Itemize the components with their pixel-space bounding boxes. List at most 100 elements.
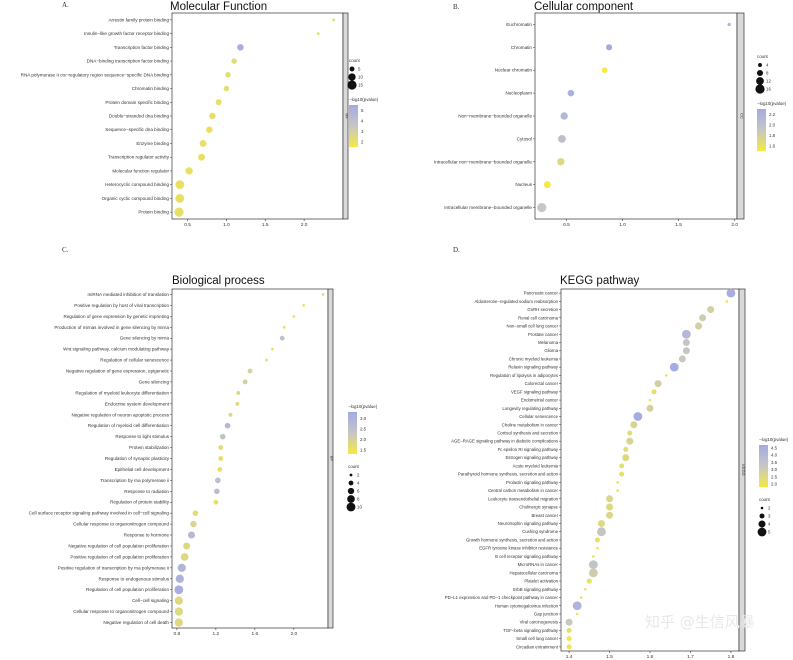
category-label: Intracellular non−membrane−bounded organ… [434, 159, 533, 164]
data-point [619, 471, 625, 477]
legend-color-label: 2.2 [769, 112, 776, 117]
category-label: Renal cell carcinoma [518, 315, 558, 320]
data-point [566, 636, 572, 642]
facet-strip-label: MF [345, 113, 350, 119]
category-label: Negative regulation of cell death [103, 620, 169, 625]
panel-title: Cellular component [534, 1, 634, 13]
legend-count-label: 5 [358, 67, 361, 72]
data-point [537, 202, 547, 213]
category-label: RNA polymerase II cis−regulatory region … [21, 72, 170, 77]
category-label: Cellular response to organonitrogen comp… [73, 609, 169, 614]
data-point [597, 527, 606, 537]
x-tick-label: 1.5 [262, 222, 269, 228]
data-point [560, 112, 568, 120]
data-point [175, 180, 185, 190]
category-label: Transcription factor binding [114, 45, 170, 50]
category-label: Hepatocellular carcinoma [510, 570, 559, 575]
category-label: Molecular function regulator [112, 168, 169, 173]
data-point [601, 67, 608, 74]
category-label: Response to light stimulus [115, 434, 169, 439]
data-point [622, 454, 630, 462]
category-label: Cell−cell signaling [132, 598, 169, 603]
category-label: Nuclear chromatin [495, 68, 533, 73]
data-point [265, 358, 268, 362]
data-point [316, 32, 320, 35]
category-label: Glioma [544, 348, 558, 353]
category-label: Viral carcinogenesis [520, 620, 558, 625]
legend-color-label: 3 [361, 129, 364, 134]
legend-count-dot [346, 502, 356, 512]
panel-title: KEGG pathway [560, 275, 640, 287]
x-tick-label: 1.8 [728, 654, 735, 660]
x-tick-label: 1.6 [647, 654, 654, 660]
plot-frame [560, 288, 740, 652]
data-point [633, 412, 643, 421]
data-point [699, 314, 707, 322]
category-label: Regulation of protein stability [110, 500, 170, 505]
category-label: Non−small cell lung cancer [507, 324, 559, 329]
category-label: Endometrial cancer [521, 398, 559, 403]
legend-color-label: 2.5 [360, 426, 367, 431]
data-point [630, 421, 638, 429]
data-point [626, 437, 634, 445]
category-label: Protein domain specific binding [105, 100, 169, 105]
legend-color-label: 2.5 [771, 474, 778, 479]
category-label: Melanoma [538, 340, 559, 345]
data-point [606, 495, 614, 503]
data-point [187, 531, 196, 539]
data-point [174, 207, 184, 217]
data-point [242, 379, 248, 385]
legend-count-label: 15 [358, 83, 363, 88]
panels: A. Molecular Function MF 0.5 1.0 1.5 2.0 Arrest… [21, 1, 789, 660]
category-label: Regulation of cell population proliferat… [86, 587, 169, 592]
category-label: Euchromatin [506, 22, 532, 27]
category-label: Organic cyclic compound binding [102, 196, 170, 201]
data-point [199, 140, 207, 147]
data-point [619, 463, 625, 469]
panel-title: Molecular Function [170, 1, 267, 13]
data-point [651, 389, 657, 395]
x-tick-label: 1.6 [252, 631, 259, 637]
category-label: Estrogen signaling pathway [505, 455, 558, 460]
legend-colorbar [759, 445, 768, 487]
data-point [558, 134, 566, 143]
data-point [648, 398, 652, 402]
legend-count-label: 2 [357, 473, 360, 478]
data-point [174, 618, 183, 627]
plot-frame [534, 12, 738, 220]
legend-count-title: count [349, 58, 361, 63]
data-point [279, 335, 285, 341]
legend-count-label: 4 [357, 481, 360, 486]
data-point [592, 555, 595, 558]
category-label: Cell surface receptor signaling pathway … [29, 511, 170, 516]
category-label: Double−stranded dna binding [109, 114, 170, 119]
category-label: Regulation of lipolysis in adipocytes [490, 373, 558, 378]
data-point [218, 456, 224, 461]
data-point [235, 401, 240, 406]
facet-strip-label: KEGG [741, 464, 746, 476]
category-label: Arrestin family protein binding [108, 17, 169, 22]
legend-count-label: 5 [768, 530, 771, 535]
data-point [606, 503, 614, 511]
data-point [727, 22, 731, 27]
category-label: Regulation of gene expression by genetic… [64, 314, 170, 319]
data-point [215, 99, 222, 106]
data-point [198, 153, 206, 161]
category-label: Positive regulation of cell population p… [70, 554, 169, 559]
category-label: Leukocyte transendothelial migration [488, 496, 559, 501]
category-label: Fc epsilon RI signaling pathway [498, 447, 559, 452]
data-point [174, 585, 184, 595]
legend-count-dot [348, 73, 356, 81]
legend-color-label: 4 [361, 118, 364, 123]
legend-count-title: count [759, 497, 771, 502]
x-tick-label: 2.0 [291, 631, 298, 637]
legend-count-dot [347, 80, 357, 90]
category-label: Negative regulation of neuron apoptotic … [71, 412, 169, 417]
legend-color-label: 1.8 [769, 133, 776, 138]
category-label: Transcription regulator activity [108, 155, 170, 160]
legend-count-label: 10 [358, 75, 363, 80]
legend-color-label: 4.0 [771, 453, 778, 458]
data-point [271, 347, 274, 351]
category-label: Positive regulation by host of viral tra… [74, 303, 169, 308]
x-tick-label: 2.0 [731, 222, 738, 228]
